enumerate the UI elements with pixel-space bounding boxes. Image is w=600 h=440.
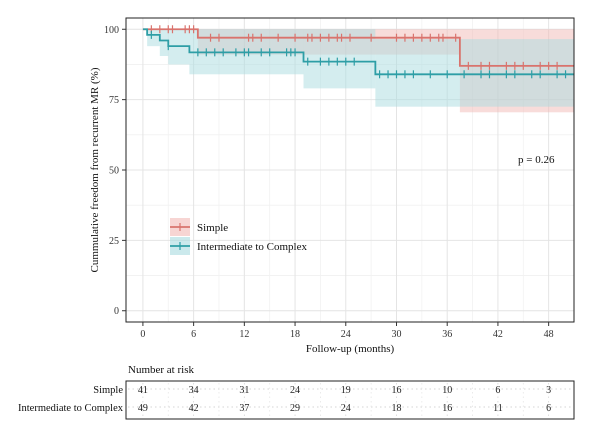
risk-count: 16 <box>442 403 452 414</box>
y-axis-title: Cummulative freedom from recurrent MR (%… <box>89 67 101 272</box>
x-tick-label: 12 <box>239 329 249 340</box>
risk-count: 16 <box>391 385 401 396</box>
risk-count: 24 <box>290 385 300 396</box>
risk-count: 34 <box>189 385 199 396</box>
risk-count: 49 <box>138 403 148 414</box>
ci-band-segment <box>303 29 376 89</box>
risk-count: 6 <box>495 385 500 396</box>
risk-count: 42 <box>189 403 199 414</box>
y-tick-label: 75 <box>109 95 119 106</box>
x-tick-label: 0 <box>140 329 145 340</box>
y-tick-label: 0 <box>114 306 119 317</box>
risk-table-title: Number at risk <box>128 364 194 376</box>
y-tick-label: 25 <box>109 236 119 247</box>
x-tick-label: 30 <box>391 329 401 340</box>
legend: Simple Intermediate to Complex <box>170 218 307 255</box>
survival-line-complex <box>142 28 574 76</box>
legend-item-simple: Simple <box>170 218 228 236</box>
risk-table: Simple 41 34 31 24 19 16 10 6 3 Intermediate to Co… <box>18 380 575 420</box>
risk-count: 37 <box>239 403 249 414</box>
x-tick-label: 48 <box>544 329 554 340</box>
risk-count: 11 <box>493 403 503 414</box>
confidence-bands <box>147 29 574 113</box>
risk-count: 3 <box>546 385 551 396</box>
risk-count: 29 <box>290 403 300 414</box>
risk-row-label: Simple <box>93 385 123 396</box>
x-tick-label: 18 <box>290 329 300 340</box>
ci-band-segment <box>147 29 160 47</box>
risk-count: 41 <box>138 385 148 396</box>
risk-count: 24 <box>341 403 351 414</box>
risk-count: 6 <box>546 403 551 414</box>
x-tick-label: 36 <box>442 329 452 340</box>
ci-band-segment <box>375 39 574 107</box>
risk-count: 18 <box>391 403 401 414</box>
y-tick-label: 100 <box>104 25 119 36</box>
axes: 0 6 12 18 24 30 36 42 48 0 25 50 75 100 <box>104 25 554 340</box>
p-value-annotation: p = 0.26 <box>518 154 555 166</box>
risk-count: 31 <box>239 385 249 396</box>
risk-table-frame <box>125 380 575 420</box>
legend-label-complex: Intermediate to Complex <box>197 241 307 253</box>
x-tick-label: 6 <box>191 329 196 340</box>
x-axis-title: Follow-up (months) <box>306 343 395 355</box>
risk-row-label: Intermediate to Complex <box>18 403 124 414</box>
risk-count: 19 <box>341 385 351 396</box>
x-tick-label: 24 <box>341 329 351 340</box>
risk-count: 10 <box>442 385 452 396</box>
ci-band-segment <box>159 29 169 56</box>
legend-item-complex: Intermediate to Complex <box>170 237 307 255</box>
censor-marks <box>150 25 567 79</box>
x-tick-label: 42 <box>493 329 503 340</box>
y-tick-label: 50 <box>109 166 119 177</box>
legend-label-simple: Simple <box>197 222 228 234</box>
